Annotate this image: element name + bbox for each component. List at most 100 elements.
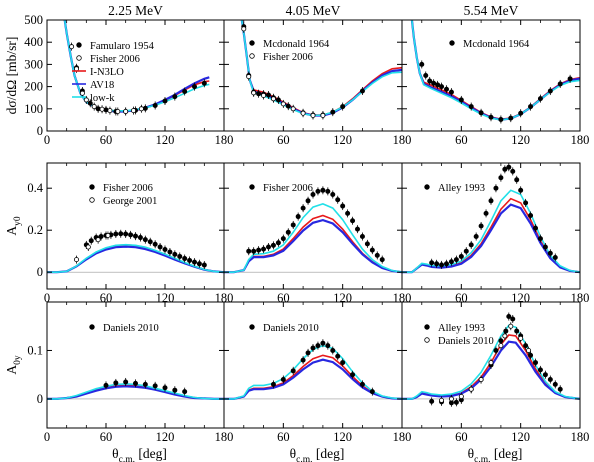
data-point [162, 247, 168, 253]
xlabel-col-1: θc.m. [deg] [290, 446, 345, 462]
data-point [280, 377, 286, 383]
data-point [526, 347, 532, 353]
data-point [132, 380, 138, 386]
data-point [118, 231, 124, 237]
panel-a0y_554: 60 120 180 Alley 1993 Daniels 2010 [401, 301, 589, 444]
row-ylabel-2: A0y [4, 355, 23, 375]
data-point [290, 106, 296, 112]
y-tick-label: 0.2 [27, 223, 43, 237]
data-point [567, 76, 573, 82]
data-point [434, 261, 440, 267]
row-ylabel-1: Ay0 [4, 216, 23, 236]
legend-entry: AV18 [90, 80, 114, 91]
data-point [468, 104, 474, 110]
data-point [448, 89, 454, 95]
data-point [300, 205, 306, 211]
data-point [162, 385, 168, 391]
data-point [167, 249, 173, 255]
legend-marker [424, 324, 430, 330]
data-point [359, 381, 365, 387]
x-tick-label: 120 [511, 430, 530, 444]
data-point [123, 379, 129, 385]
data-point [340, 104, 346, 110]
data-point [85, 244, 91, 250]
data-point [523, 200, 529, 206]
x-tick-label: 180 [393, 133, 412, 147]
data-point [369, 389, 375, 395]
curve-av18 [224, 218, 402, 274]
legend-entry: Alley 1993 [438, 323, 485, 334]
data-point [498, 175, 504, 181]
data-point [107, 108, 113, 114]
data-point [537, 96, 543, 102]
data-point [528, 212, 534, 218]
curve-low-k [402, 324, 580, 400]
panel-a0y_405: 60 120 180 Daniels 2010 [223, 301, 411, 444]
data-point [330, 109, 336, 115]
legend-entry: Fisher 2006 [90, 54, 140, 65]
data-point [350, 372, 356, 378]
data-point [325, 188, 331, 194]
x-tick-label: 180 [215, 430, 234, 444]
data-point [429, 260, 435, 266]
energy-header-1: 4.05 MeV [286, 3, 341, 18]
panel-frame [401, 301, 581, 429]
data-point [157, 244, 163, 250]
legend-marker [89, 324, 95, 330]
xlabel-col-0: θc.m. [deg] [112, 446, 167, 462]
panel-frame [223, 301, 403, 429]
data-point [182, 256, 188, 262]
data-point [246, 74, 252, 80]
data-point [542, 372, 548, 378]
data-point [508, 323, 514, 329]
data-point [95, 237, 101, 243]
data-point [330, 191, 336, 197]
data-point [290, 368, 296, 374]
data-point [142, 237, 148, 243]
data-point [493, 347, 499, 353]
data-point [340, 203, 346, 209]
data-point [547, 377, 553, 383]
panel-frame [401, 162, 581, 290]
data-point [142, 381, 148, 387]
data-point [201, 262, 207, 268]
curve-i-n3lo [241, 20, 402, 116]
x-tick-label: 180 [215, 133, 234, 147]
data-point [177, 253, 183, 259]
data-point [251, 90, 257, 96]
legend-marker [249, 184, 255, 190]
data-point [557, 386, 563, 392]
data-point [502, 333, 508, 339]
y-tick-label: 500 [24, 13, 43, 27]
x-tick-label: 60 [455, 133, 468, 147]
data-point [427, 78, 433, 84]
data-point [458, 393, 464, 399]
y-tick-label: 0.4 [27, 181, 43, 195]
legend-entry: Daniels 2010 [103, 323, 159, 334]
data-point [502, 166, 508, 172]
data-point [354, 226, 360, 232]
data-point [547, 250, 553, 256]
legend-entry: Alley 1993 [438, 183, 485, 194]
x-tick-label: 60 [100, 133, 113, 147]
data-point [523, 343, 529, 349]
data-point [270, 242, 276, 248]
data-point [518, 335, 524, 341]
data-point [478, 377, 484, 383]
legend-marker [76, 55, 82, 61]
legend-marker [424, 337, 430, 343]
y-tick-label: 100 [24, 102, 43, 116]
data-point [99, 106, 105, 112]
legend-entry: I-N3LO [90, 67, 124, 78]
data-point [478, 223, 484, 229]
x-tick-label: 120 [156, 430, 175, 444]
data-point [172, 94, 178, 100]
legend-entry: Mcdonald 1964 [263, 39, 330, 50]
y-tick-label: 200 [24, 80, 43, 94]
data-point [542, 244, 548, 250]
data-point [552, 254, 558, 260]
data-point [113, 231, 119, 237]
data-point [458, 97, 464, 103]
data-point [98, 233, 104, 239]
